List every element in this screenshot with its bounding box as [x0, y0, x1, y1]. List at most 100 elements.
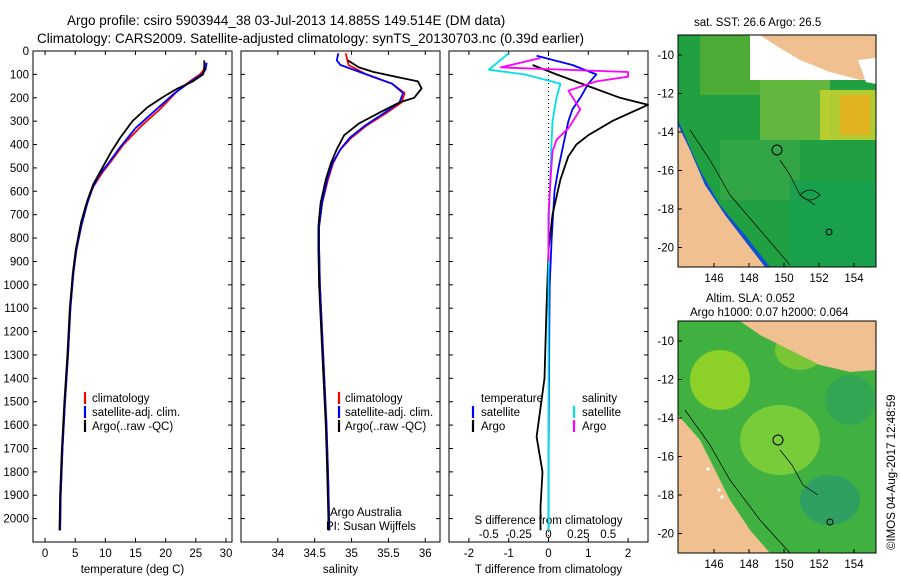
map-x-tick-label: 152 [809, 273, 828, 285]
sla-marker [706, 467, 710, 471]
x-tick-label: 0 [545, 548, 551, 560]
y-tick-label: 1200 [3, 327, 29, 339]
sst-land-australia [678, 125, 765, 267]
legend-label-t-argo: Argo [481, 421, 505, 433]
sla-map: Altim. SLA: 0.052 Argo h1000: 0.07 h2000… [657, 293, 877, 571]
sst-site-marker [825, 228, 833, 236]
sla-site-marker [826, 518, 834, 526]
y-tick-label: 0 [23, 46, 29, 58]
map-x-tick-label: 146 [704, 559, 723, 571]
map-x-tick-label: 148 [739, 273, 758, 285]
s-tick-label: 0.5 [600, 529, 616, 541]
x-axis-label: temperature (deg C) [81, 564, 185, 576]
map-y-tick-label: -12 [657, 89, 674, 101]
sst-depth-contour [689, 129, 791, 266]
y-tick-label: 1600 [3, 420, 29, 432]
legend-label-s-argo: Argo [582, 421, 606, 433]
series-argo-raw-qc- [317, 59, 423, 531]
sst-map: sat. SST: 26.6 Argo: 26.5 -10 -12 -14 -16 -1… [657, 17, 877, 285]
annotation-argo-australia: Argo Australia [330, 507, 402, 519]
sla-depth-contour [684, 409, 791, 553]
sla-low-patch [800, 475, 860, 525]
map-y-tick-label: -14 [657, 413, 674, 425]
map-x-tick-label: 146 [704, 273, 723, 285]
y-tick-label: 800 [10, 233, 29, 245]
x-tick-label: 5 [72, 548, 78, 560]
x-tick-label: 15 [129, 548, 142, 560]
map-y-tick-label: -12 [657, 375, 674, 387]
x-tick-label: 36 [419, 548, 432, 560]
sst-map-title: sat. SST: 26.6 Argo: 26.5 [694, 17, 821, 29]
s-tick-label: -0.25 [506, 529, 532, 541]
y-tick-label: 1700 [3, 443, 29, 455]
x-tick-label: 10 [99, 548, 112, 560]
temperature-legend: climatology satellite-adj. clim. Argo(..… [83, 392, 180, 433]
sla-map-title-2: Argo h1000: 0.07 h2000: 0.064 [690, 307, 849, 319]
sst-warm-patch [840, 95, 870, 135]
map-y-tick-label: -20 [657, 529, 674, 541]
map-y-tick-label: -18 [657, 490, 674, 502]
map-x-tick-label: 154 [844, 273, 864, 285]
sst-reef-outline [799, 189, 821, 201]
x-axis-label: T difference from climatology [475, 564, 622, 576]
sst-patch [720, 140, 800, 200]
y-tick-label: 1900 [3, 490, 29, 502]
x-axis-label: salinity [323, 564, 358, 576]
map-x-tick-label: 150 [774, 273, 793, 285]
series-s-argo [499, 57, 629, 262]
sla-reef-outline [779, 449, 819, 496]
y-tick-label: 100 [10, 69, 29, 81]
sla-argo-position [772, 434, 784, 446]
sst-missing-data [858, 58, 876, 84]
x-tick-label: -1 [504, 548, 514, 560]
salinity-legend: climatology satellite-adj. clim. Argo(..… [337, 392, 433, 433]
y-tick-label: 500 [10, 163, 29, 175]
series-t-argo [532, 64, 649, 531]
map-y-tick-label: -20 [657, 243, 674, 255]
legend-label-climatology: climatology [92, 393, 150, 405]
x-tick-label: 2 [625, 548, 631, 560]
series-climatology [318, 53, 406, 531]
y-tick-label: 1500 [3, 397, 29, 409]
sla-high-patch [690, 350, 750, 410]
sla-map-title-1: Altim. SLA: 0.052 [706, 293, 795, 305]
y-tick-label: 900 [10, 256, 29, 268]
temperature-axes [32, 50, 233, 543]
sla-low-patch [825, 375, 875, 425]
title-line2: Climatology: CARS2009. Satellite-adjuste… [37, 31, 584, 46]
y-tick-label: 1100 [4, 303, 29, 315]
x-tick-label: 34.5 [304, 548, 326, 560]
sla-land-png [740, 321, 876, 372]
x-tick-label: 35.5 [377, 548, 399, 560]
y-tick-label: 600 [10, 186, 29, 198]
x-tick-label: 0 [42, 548, 48, 560]
map-x-tick-label: 154 [844, 559, 864, 571]
y-tick-label: 200 [10, 93, 29, 105]
legend-label-argo: Argo(..raw -QC) [345, 421, 426, 433]
sst-land-png [760, 35, 876, 80]
sst-argo-position [771, 144, 783, 156]
y-tick-label: 300 [10, 116, 29, 128]
sst-map-frame [677, 34, 877, 268]
x-tick-label: 35 [345, 548, 358, 560]
y-tick-label: 1000 [3, 280, 29, 292]
x-tick-label: 1 [585, 548, 591, 560]
annotation-pi: PI: Susan Wijffels [326, 521, 416, 533]
x-tick-label: 34 [271, 548, 284, 560]
legend-heading-temperature: temperature [481, 393, 543, 405]
copyright-stamp: ©IMOS 04-Aug-2017 12:48:59 [886, 394, 898, 550]
map-y-tick-label: -14 [657, 127, 674, 139]
x-tick-label: 20 [159, 548, 172, 560]
legend-heading-salinity: salinity [582, 393, 617, 405]
x-tick-label: 30 [220, 548, 233, 560]
sst-patch [790, 180, 876, 267]
legend-label-s-satellite: satellite [582, 407, 621, 419]
title-line1: Argo profile: csiro 5903944_38 03-Jul-20… [67, 13, 505, 28]
map-x-tick-label: 148 [739, 559, 758, 571]
map-x-tick-label: 150 [774, 559, 793, 571]
sla-marker [717, 488, 721, 492]
difference-legend: temperature satellite Argo salinity sate… [471, 393, 621, 433]
salinity-axes [240, 50, 441, 543]
map-y-tick-label: -16 [657, 166, 674, 178]
s-tick-label: 0.25 [567, 529, 589, 541]
